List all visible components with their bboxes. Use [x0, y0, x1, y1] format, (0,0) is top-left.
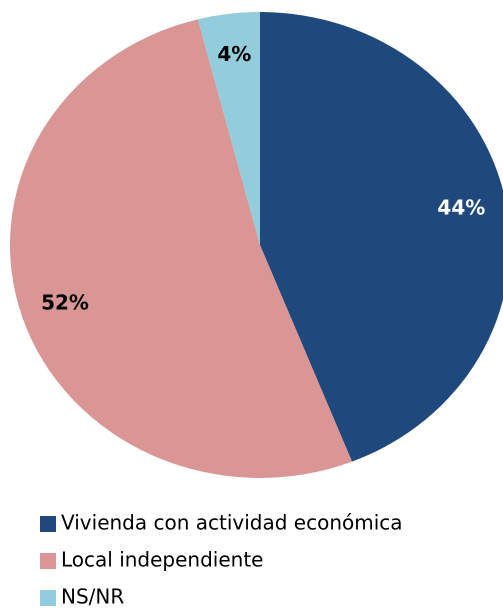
slice-label: 4%: [217, 42, 251, 66]
pie-slice: [260, 12, 503, 462]
legend-swatch: [40, 516, 56, 532]
legend-swatch: [40, 590, 56, 606]
legend-label: NS/NR: [61, 585, 124, 609]
legend-swatch: [40, 553, 56, 569]
slice-label: 52%: [41, 291, 89, 315]
slice-label: 44%: [437, 196, 485, 220]
legend-label: Local independiente: [61, 548, 263, 572]
pie-slice: [9, 19, 353, 479]
legend-label: Vivienda con actividad económica: [61, 511, 403, 535]
pie-slice: [197, 12, 260, 245]
